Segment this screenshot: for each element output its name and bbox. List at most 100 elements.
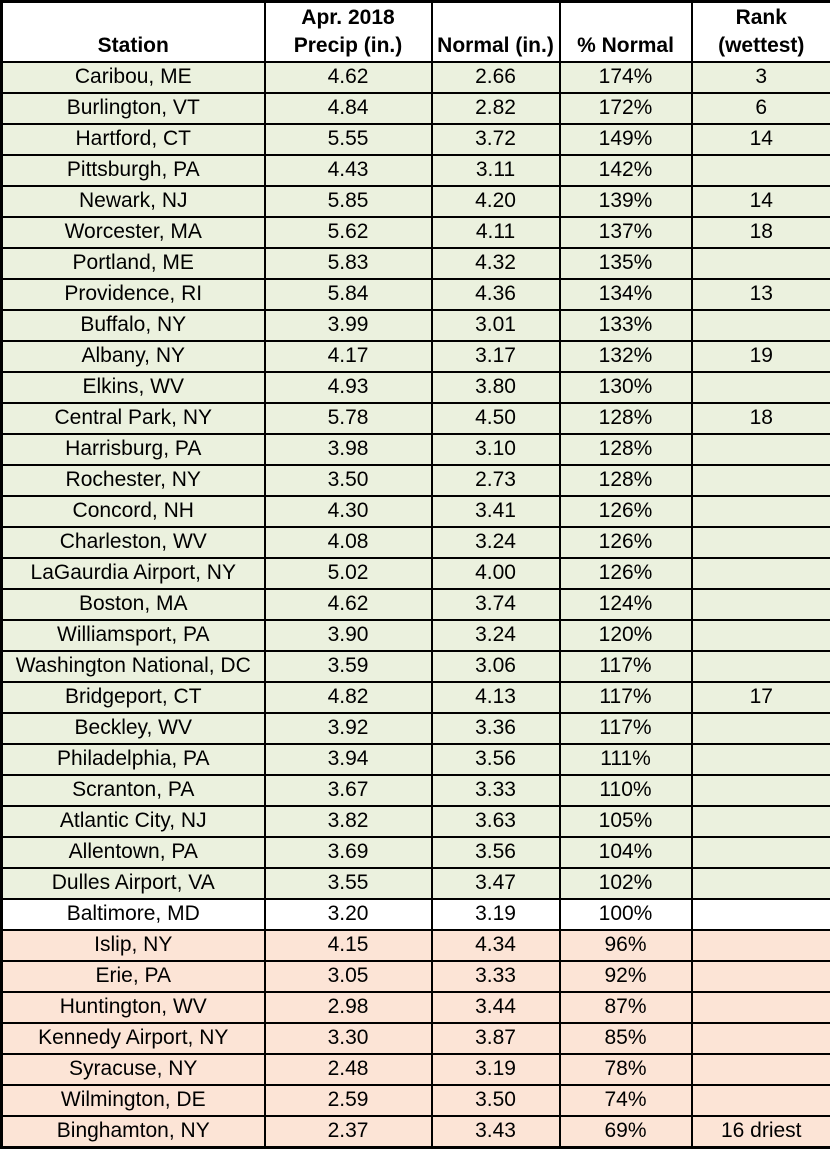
rank-cell bbox=[690, 246, 830, 280]
station-cell: Baltimore, MD bbox=[0, 897, 266, 931]
precip-cell: 3.20 bbox=[263, 897, 433, 931]
rank-cell bbox=[690, 1052, 830, 1086]
rank-cell bbox=[690, 494, 830, 528]
station-cell: LaGaurdia Airport, NY bbox=[0, 556, 266, 590]
normal-cell: 3.56 bbox=[430, 835, 561, 869]
table-row: Newark, NJ 5.85 4.20 139% 14 bbox=[0, 184, 830, 218]
station-cell: Buffalo, NY bbox=[0, 308, 266, 342]
normal-cell: 4.13 bbox=[430, 680, 561, 714]
normal-cell: 3.24 bbox=[430, 525, 561, 559]
pct-normal-cell: 128% bbox=[558, 401, 693, 435]
rank-cell bbox=[690, 556, 830, 590]
rank-cell bbox=[690, 742, 830, 776]
rank-cell: 17 bbox=[690, 680, 830, 714]
rank-cell bbox=[690, 959, 830, 993]
pct-normal-cell: 105% bbox=[558, 804, 693, 838]
pct-normal-cell: 69% bbox=[558, 1114, 693, 1149]
precip-cell: 3.05 bbox=[263, 959, 433, 993]
col-header-rank: Rank (wettest) bbox=[690, 0, 830, 63]
table-row: Concord, NH 4.30 3.41 126% bbox=[0, 494, 830, 528]
rank-cell bbox=[690, 928, 830, 962]
precip-cell: 5.85 bbox=[263, 184, 433, 218]
pct-normal-cell: 104% bbox=[558, 835, 693, 869]
station-cell: Dulles Airport, VA bbox=[0, 866, 266, 900]
table-row: Rochester, NY 3.50 2.73 128% bbox=[0, 463, 830, 497]
normal-cell: 2.66 bbox=[430, 60, 561, 94]
station-cell: Boston, MA bbox=[0, 587, 266, 621]
normal-cell: 3.56 bbox=[430, 742, 561, 776]
normal-cell: 3.74 bbox=[430, 587, 561, 621]
normal-cell: 3.44 bbox=[430, 990, 561, 1024]
station-cell: Concord, NH bbox=[0, 494, 266, 528]
pct-normal-cell: 174% bbox=[558, 60, 693, 94]
rank-cell bbox=[690, 990, 830, 1024]
table-row: Hartford, CT 5.55 3.72 149% 14 bbox=[0, 122, 830, 156]
normal-cell: 3.63 bbox=[430, 804, 561, 838]
table-row: Central Park, NY 5.78 4.50 128% 18 bbox=[0, 401, 830, 435]
table-row: Binghamton, NY 2.37 3.43 69% 16 driest bbox=[0, 1114, 830, 1149]
col-header-normal: Normal (in.) bbox=[430, 0, 561, 63]
normal-cell: 4.50 bbox=[430, 401, 561, 435]
table-row: Williamsport, PA 3.90 3.24 120% bbox=[0, 618, 830, 652]
pct-normal-cell: 110% bbox=[558, 773, 693, 807]
table-row: Islip, NY 4.15 4.34 96% bbox=[0, 928, 830, 962]
table-row: Erie, PA 3.05 3.33 92% bbox=[0, 959, 830, 993]
pct-normal-cell: 126% bbox=[558, 556, 693, 590]
normal-cell: 3.72 bbox=[430, 122, 561, 156]
precip-cell: 2.37 bbox=[263, 1114, 433, 1149]
col-header-precip: Apr. 2018 Precip (in.) bbox=[263, 0, 433, 63]
table-row: Kennedy Airport, NY 3.30 3.87 85% bbox=[0, 1021, 830, 1055]
precip-cell: 4.93 bbox=[263, 370, 433, 404]
table-row: Bridgeport, CT 4.82 4.13 117% 17 bbox=[0, 680, 830, 714]
table-row: Burlington, VT 4.84 2.82 172% 6 bbox=[0, 91, 830, 125]
station-cell: Williamsport, PA bbox=[0, 618, 266, 652]
rank-cell: 18 bbox=[690, 215, 830, 249]
station-cell: Binghamton, NY bbox=[0, 1114, 266, 1149]
station-cell: Pittsburgh, PA bbox=[0, 153, 266, 187]
header-row: Station Apr. 2018 Precip (in.) Normal (i… bbox=[0, 0, 830, 63]
pct-normal-cell: 117% bbox=[558, 649, 693, 683]
precip-cell: 4.15 bbox=[263, 928, 433, 962]
normal-cell: 3.47 bbox=[430, 866, 561, 900]
station-cell: Portland, ME bbox=[0, 246, 266, 280]
rank-cell bbox=[690, 773, 830, 807]
rank-cell: 13 bbox=[690, 277, 830, 311]
pct-normal-cell: 102% bbox=[558, 866, 693, 900]
station-cell: Bridgeport, CT bbox=[0, 680, 266, 714]
station-cell: Erie, PA bbox=[0, 959, 266, 993]
table-row: Atlantic City, NJ 3.82 3.63 105% bbox=[0, 804, 830, 838]
station-cell: Atlantic City, NJ bbox=[0, 804, 266, 838]
table-header: Station Apr. 2018 Precip (in.) Normal (i… bbox=[0, 0, 830, 63]
normal-cell: 2.73 bbox=[430, 463, 561, 497]
station-cell: Harrisburg, PA bbox=[0, 432, 266, 466]
precip-cell: 3.50 bbox=[263, 463, 433, 497]
precip-cell: 3.30 bbox=[263, 1021, 433, 1055]
rank-cell: 14 bbox=[690, 122, 830, 156]
rank-cell bbox=[690, 1021, 830, 1055]
precip-cell: 3.67 bbox=[263, 773, 433, 807]
col-header-station: Station bbox=[0, 0, 266, 63]
station-cell: Charleston, WV bbox=[0, 525, 266, 559]
precip-cell: 4.43 bbox=[263, 153, 433, 187]
precip-cell: 4.08 bbox=[263, 525, 433, 559]
normal-cell: 3.87 bbox=[430, 1021, 561, 1055]
pct-normal-cell: 96% bbox=[558, 928, 693, 962]
precip-cell: 5.62 bbox=[263, 215, 433, 249]
station-cell: Worcester, MA bbox=[0, 215, 266, 249]
table-row: Huntington, WV 2.98 3.44 87% bbox=[0, 990, 830, 1024]
pct-normal-cell: 172% bbox=[558, 91, 693, 125]
table-row: Elkins, WV 4.93 3.80 130% bbox=[0, 370, 830, 404]
table-row: Baltimore, MD 3.20 3.19 100% bbox=[0, 897, 830, 931]
normal-cell: 3.80 bbox=[430, 370, 561, 404]
pct-normal-cell: 132% bbox=[558, 339, 693, 373]
rank-cell bbox=[690, 897, 830, 931]
rank-cell bbox=[690, 432, 830, 466]
precip-cell: 5.02 bbox=[263, 556, 433, 590]
table-row: Allentown, PA 3.69 3.56 104% bbox=[0, 835, 830, 869]
table-row: Washington National, DC 3.59 3.06 117% bbox=[0, 649, 830, 683]
table-row: Worcester, MA 5.62 4.11 137% 18 bbox=[0, 215, 830, 249]
pct-normal-cell: 128% bbox=[558, 463, 693, 497]
normal-cell: 3.50 bbox=[430, 1083, 561, 1117]
precip-cell: 4.17 bbox=[263, 339, 433, 373]
